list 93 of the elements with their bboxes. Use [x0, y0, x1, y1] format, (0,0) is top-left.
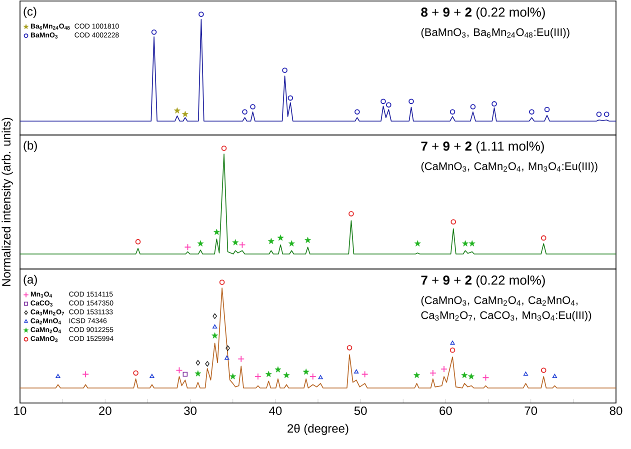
point: [82, 370, 90, 378]
point: [226, 345, 230, 351]
annotation: (a): [24, 274, 37, 286]
point: [232, 239, 239, 246]
point: [529, 109, 534, 115]
point: [184, 244, 192, 251]
point: [596, 112, 602, 117]
point: [429, 370, 436, 376]
point: [309, 373, 316, 380]
point: [151, 29, 157, 35]
point: [414, 372, 420, 378]
point: [462, 240, 468, 246]
point: [221, 146, 227, 151]
x-tick-label: 20: [99, 406, 112, 416]
x-tick-label: 10: [14, 406, 26, 416]
point: [198, 12, 204, 17]
point: [304, 236, 311, 243]
point: [354, 109, 360, 115]
point: [265, 370, 272, 377]
point: [361, 370, 368, 378]
point: [544, 106, 550, 112]
x-tick-label: 80: [610, 406, 622, 416]
chart-title: 8 + 9 + 2 (0.22 mol%): [421, 7, 545, 20]
point: [194, 370, 202, 376]
y-axis-title: Normalized intensity (arb. units): [2, 118, 13, 286]
point: [540, 368, 546, 373]
point: [150, 374, 154, 378]
point: [468, 373, 474, 380]
point: [302, 368, 310, 375]
point: [182, 110, 188, 117]
point: [238, 355, 245, 362]
x-tick-label: 60: [440, 406, 452, 416]
point: [450, 340, 455, 345]
point: [219, 280, 225, 285]
point: [212, 332, 218, 338]
point: [196, 360, 200, 366]
point: [282, 68, 288, 73]
point: [283, 372, 290, 378]
point: [468, 240, 476, 246]
x-tick-label: 40: [269, 406, 282, 416]
text: (BaMnO$_{3}$, Ba$_{6}$Mn$_{24}$O$_{48}$:Eu(III)): [421, 28, 570, 38]
point: [470, 104, 476, 110]
point: [492, 101, 497, 106]
point: [56, 374, 60, 378]
point: [354, 369, 359, 374]
point: [523, 372, 528, 376]
chart-title: 7 + 9 + 2 (1.11 mol%): [421, 141, 544, 154]
point: [242, 109, 248, 115]
annotation: (c): [24, 6, 36, 18]
x-tick-label: 50: [354, 406, 367, 416]
point: [212, 324, 218, 329]
point: [450, 347, 456, 353]
point: [224, 356, 230, 360]
point: [380, 98, 386, 104]
point: [274, 366, 282, 372]
point: [540, 235, 546, 241]
point: [268, 238, 274, 244]
point: [450, 219, 456, 225]
point: [386, 102, 392, 108]
point: [461, 372, 468, 378]
point: [135, 239, 141, 244]
point: [133, 370, 138, 376]
text: (CaMnO$_{3}$, CaMn$_{2}$O$_{4}$, Mn$_{3}$O$_{4}$:Eu(III)): [421, 162, 598, 172]
point: [604, 112, 610, 117]
point: [288, 95, 294, 101]
point: [254, 373, 262, 380]
point: [250, 104, 256, 110]
point: [277, 234, 284, 241]
point: [212, 313, 217, 319]
point: [197, 240, 204, 246]
x-axis-title: 2θ (degree): [288, 424, 348, 436]
point: [346, 345, 352, 350]
point: [288, 240, 295, 246]
x-tick-label: 30: [184, 406, 196, 416]
point: [318, 375, 323, 380]
x-tick-label: 70: [524, 406, 538, 416]
point: [176, 366, 183, 374]
point: [213, 228, 220, 235]
point: [414, 240, 421, 246]
point: [348, 211, 354, 216]
point: [552, 374, 557, 378]
point: [450, 109, 456, 115]
point: [182, 372, 188, 377]
point: [230, 373, 236, 380]
chart-title: 7 + 9 + 2 (0.22 mol%): [421, 275, 545, 288]
point: [482, 374, 490, 382]
annotation: (b): [24, 140, 37, 152]
point: [174, 107, 180, 114]
point: [238, 241, 246, 248]
point: [408, 98, 414, 104]
text: (CaMnO$_{3}$, CaMn$_{2}$O$_{4}$, Ca$_{2}$MnO$_{4}$, Ca$_{3}$Mn$_{2}$O$_{7}$, CaCO$_{3}$, Mn$_{3}$O$_{4}$:Eu(III)): [421, 296, 592, 322]
point: [440, 366, 448, 373]
point: [205, 361, 210, 367]
